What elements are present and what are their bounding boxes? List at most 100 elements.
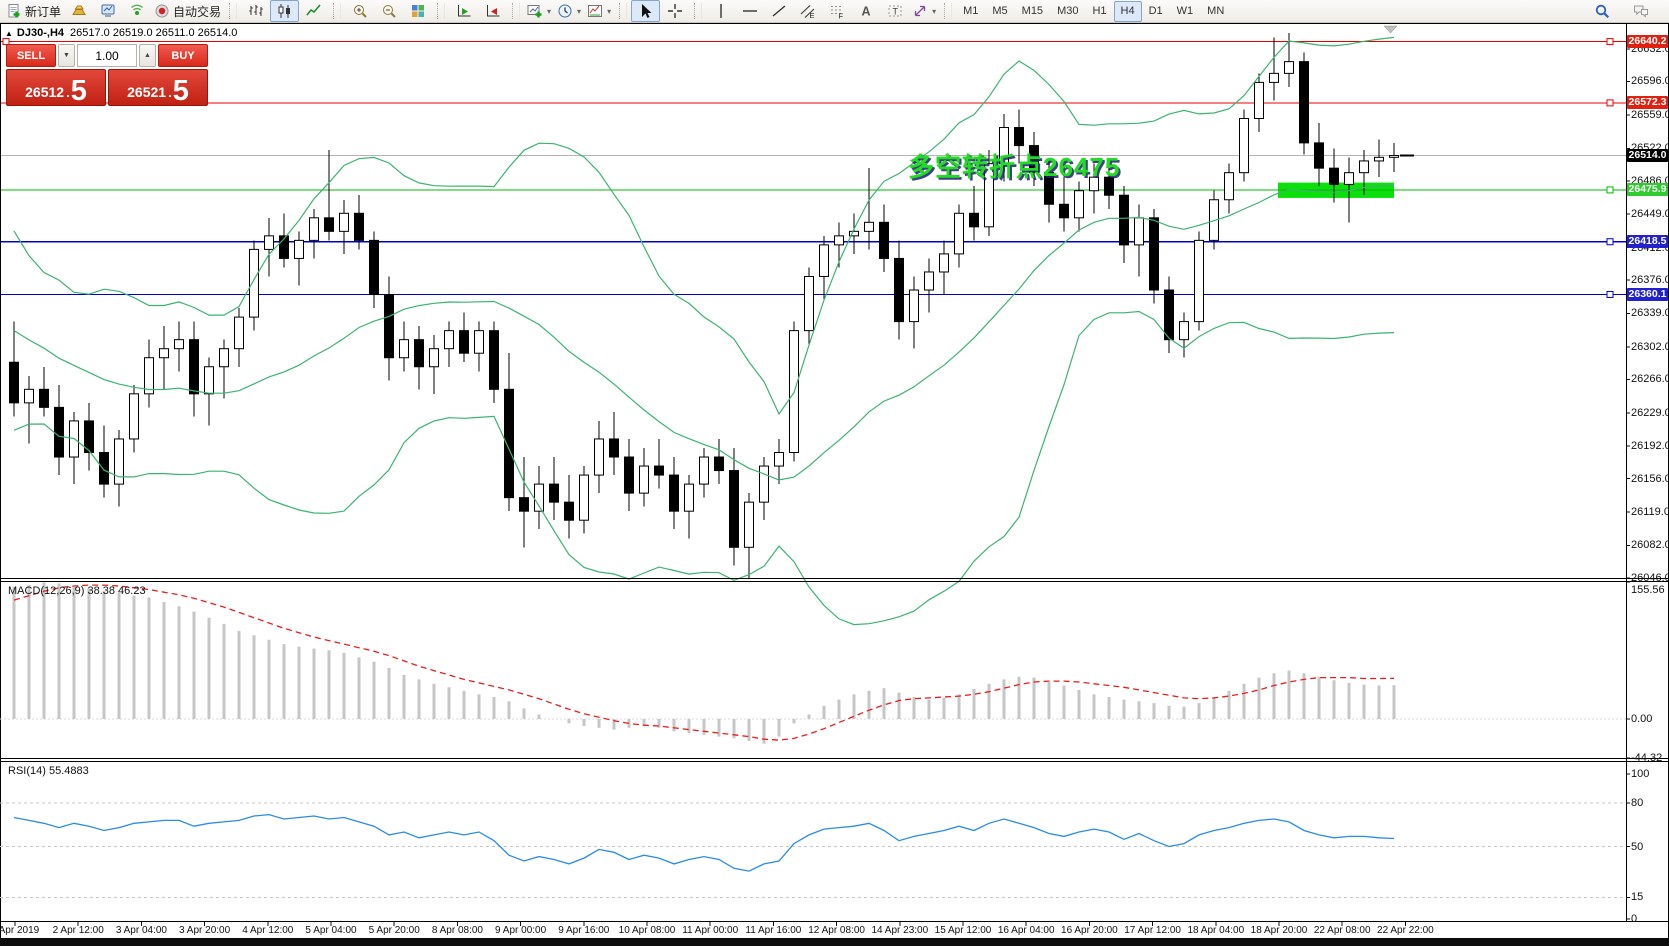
arrows-button[interactable]: ▾ (909, 0, 939, 22)
price-axis-tick: 26229.0 (1631, 406, 1669, 419)
search-symbol-button[interactable] (1587, 0, 1616, 22)
time-axis-label: 22 Apr 22:00 (1377, 925, 1434, 936)
buy-price-pip: 5 (172, 74, 189, 107)
timeframe-H4[interactable]: H4 (1113, 0, 1142, 22)
rsi-axis-tick: 100 (1631, 768, 1650, 780)
vline-button[interactable] (706, 0, 735, 22)
time-axis-label: 3 Apr 04:00 (115, 925, 167, 936)
gold-icon (71, 5, 86, 15)
volume-input[interactable]: 1.00 (77, 44, 137, 67)
buy-price-display[interactable]: 26521. 5 (108, 69, 208, 106)
signal-icon (130, 4, 143, 15)
chat-icon (1633, 5, 1648, 18)
timeframe-M5[interactable]: M5 (992, 5, 1008, 17)
autotrade-button[interactable]: 自动交易 (151, 0, 224, 22)
rsi-axis-tick: 80 (1631, 797, 1644, 809)
chart-shift-button[interactable] (478, 0, 507, 22)
toolbar-separator (437, 3, 446, 19)
hline-price-badge: 26418.5 (1627, 235, 1668, 249)
new-order-button[interactable]: 新订单 (3, 0, 64, 22)
time-axis-label: 5 Apr 04:00 (305, 925, 357, 936)
label-button[interactable]: T (880, 0, 909, 22)
time-axis-label: 11 Apr 00:00 (682, 925, 739, 936)
toolbar-separator (694, 3, 703, 19)
trendline-button[interactable] (764, 0, 793, 22)
price-axis-tick: 26192.0 (1631, 440, 1669, 453)
templates-button[interactable]: ▾ (584, 0, 614, 22)
price-axis-tick: 26302.0 (1631, 340, 1669, 353)
textT-icon: T (888, 5, 902, 17)
timeframe-M1[interactable]: M1 (963, 5, 979, 17)
volume-step-down-button[interactable]: ▼ (58, 44, 75, 67)
timeframe-M30[interactable]: M30 (1057, 5, 1079, 17)
sell-button[interactable]: SELL (6, 44, 56, 67)
time-axis-label: 14 Apr 23:00 (871, 925, 929, 936)
one-click-trading-panel: SELL ▼ 1.00 ▲ BUY 26512. 5 26521. 5 (6, 44, 208, 106)
buy-button[interactable]: BUY (158, 44, 208, 67)
price-axis-tick: 26449.0 (1631, 208, 1669, 221)
time-axis-label: 3 Apr 20:00 (179, 925, 231, 936)
zoom-in-button[interactable] (345, 0, 374, 22)
crosshair-button[interactable] (660, 0, 689, 22)
candle-chart-button[interactable] (270, 0, 300, 22)
zoom-out-icon (382, 5, 396, 18)
svg-text:F: F (838, 12, 843, 20)
svg-text:T: T (892, 7, 898, 17)
rsi-axis-tick: 50 (1631, 840, 1644, 853)
timeframe-H1[interactable]: H1 (1092, 5, 1107, 17)
periods-button[interactable]: ▾ (554, 0, 584, 22)
community-button[interactable] (1626, 0, 1655, 22)
candles-icon (278, 4, 290, 18)
time-axis-label: 16 Apr 04:00 (997, 925, 1055, 936)
rsi-axis-tick: 0 (1631, 913, 1638, 925)
data-window-button[interactable] (93, 0, 122, 22)
bar-chart-button[interactable] (241, 0, 270, 22)
time-axis-label: 10 Apr 08:00 (618, 925, 676, 936)
cursor-icon (641, 4, 652, 18)
trendline-icon (772, 5, 786, 17)
marketwatch-gold-button[interactable] (64, 0, 93, 22)
hline-price-badge: 26360.1 (1627, 287, 1668, 301)
cursor-button[interactable] (631, 0, 661, 22)
line-chart-button[interactable] (299, 0, 328, 22)
volume-step-up-button[interactable]: ▲ (139, 44, 156, 67)
arrows-icon (914, 5, 926, 17)
timeframe-MN[interactable]: MN (1207, 5, 1225, 17)
auto-scroll-button[interactable] (449, 0, 478, 22)
timeframe-D1[interactable]: D1 (1148, 5, 1163, 17)
time-axis-label: 18 Apr 04:00 (1187, 925, 1245, 936)
tile-windows-button[interactable] (403, 0, 432, 22)
time-axis-label: 4 Apr 12:00 (242, 925, 294, 936)
text-button[interactable]: A (851, 0, 880, 22)
chevron-down-icon: ▾ (577, 6, 582, 16)
buy-price-main: 26521 (127, 84, 167, 100)
time-axis-label: 11 Apr 16:00 (745, 925, 802, 936)
zoom-out-button[interactable] (374, 0, 403, 22)
price-axis-tick: 26266.0 (1631, 373, 1669, 386)
time-axis-label: 9 Apr 16:00 (558, 925, 610, 936)
timeframe-M15[interactable]: M15 (1021, 5, 1044, 17)
time-axis-label: 12 Apr 08:00 (808, 925, 865, 936)
new-chart-button[interactable]: ▾ (524, 0, 554, 22)
collapse-arrow-icon[interactable]: ▲ (5, 29, 13, 38)
signals-button[interactable] (122, 0, 151, 22)
sell-price-pip: 5 (70, 74, 87, 107)
sell-price-display[interactable]: 26512. 5 (6, 69, 106, 106)
time-axis-label: 9 Apr 00:00 (495, 925, 547, 936)
chevron-down-icon: ▾ (547, 6, 552, 16)
clock-icon (558, 4, 572, 18)
macd-axis-tick: 0.00 (1631, 712, 1653, 725)
timeframe-W1[interactable]: W1 (1176, 5, 1194, 17)
channel-button[interactable]: E (793, 0, 822, 22)
chart-ohlc-values: 26517.0 26519.0 26511.0 26514.0 (70, 27, 238, 39)
crosshair-icon (667, 4, 682, 18)
time-axis-label: 2 Apr 12:00 (52, 925, 104, 936)
toolbar-separator (229, 3, 238, 19)
hline-button[interactable] (735, 0, 764, 22)
time-axis-label: 15 Apr 12:00 (934, 925, 992, 936)
toolbar-separator (619, 3, 628, 19)
tiles-icon (411, 5, 424, 17)
fibonacci-button[interactable]: F (822, 0, 851, 22)
price-axis-tick: 26119.0 (1631, 506, 1669, 519)
